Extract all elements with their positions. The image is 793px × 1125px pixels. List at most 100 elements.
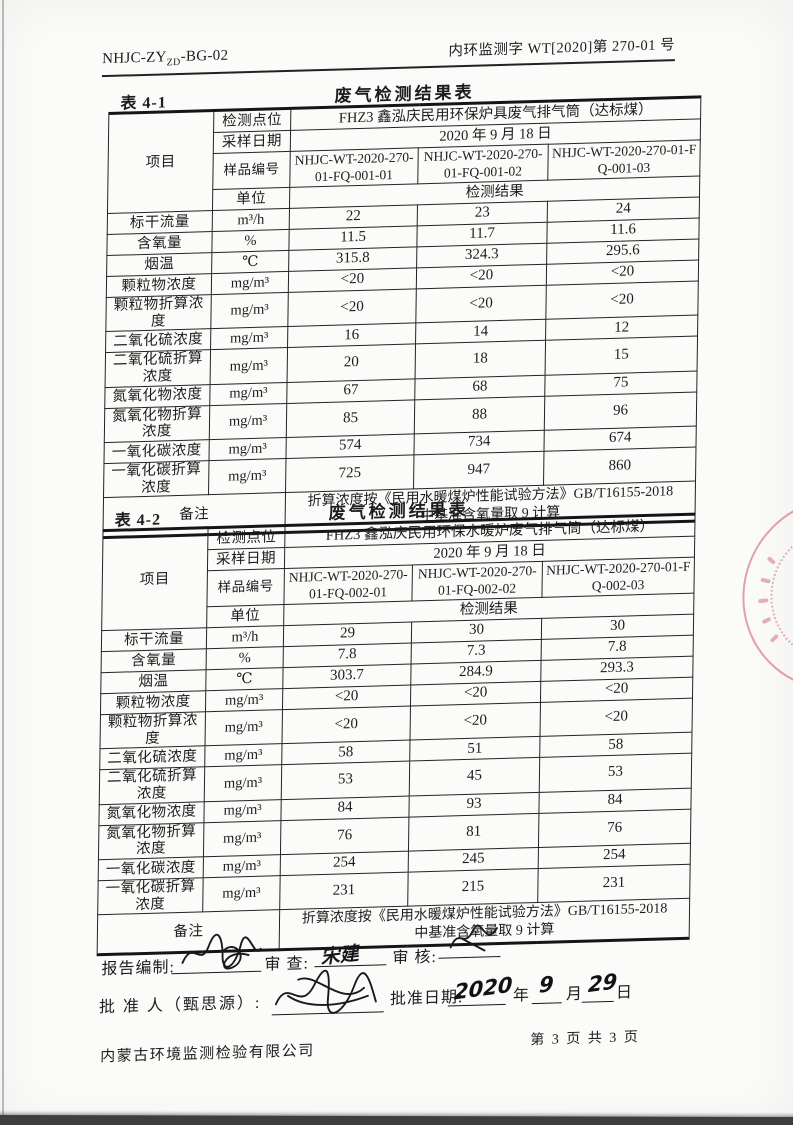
approver-label: 批 准 人（甄思源）: — [98, 994, 262, 1017]
param-name-cell: 二氧化硫浓度 — [105, 328, 211, 353]
unit-cell: mg/m³ — [205, 709, 283, 747]
approval-date-month-handwritten: 9 — [538, 971, 555, 998]
value-cell: 81 — [408, 813, 539, 852]
unit-cell: mg/m³ — [208, 437, 287, 461]
value-cell: 45 — [409, 757, 540, 796]
param-name-cell: 一氧化碳浓度 — [98, 856, 204, 881]
preparer-signature-line — [171, 970, 262, 975]
param-name-cell: 二氧化硫浓度 — [99, 746, 206, 771]
param-name-cell: 氮氧化物浓度 — [98, 801, 205, 826]
param-name-cell: 一氧化碳折算浓度 — [97, 877, 204, 916]
value-cell: 15 — [545, 336, 698, 375]
sample-label-cell: 样品编号 — [206, 568, 285, 607]
value-cell: 231 — [279, 872, 409, 911]
param-name-cell: 标干流量 — [107, 210, 213, 235]
company-name: 内蒙古环境监测检验有限公司 — [100, 1043, 315, 1066]
unit-cell: mg/m³ — [208, 458, 286, 496]
result-table-2: 项目 检测点位 FHZ3 鑫泓庆民用环保水暖炉废气排气筒（达标煤） 采样日期 2… — [96, 512, 696, 957]
unit-cell: % — [211, 229, 290, 253]
value-cell: 53 — [281, 761, 410, 800]
auditor-label: 审 核: — [392, 948, 438, 968]
param-name-cell: 含氧量 — [106, 231, 213, 256]
page-header: NHJC-ZYZD-BG-02 内环监测字 WT[2020]第 270-01 号 — [101, 33, 676, 78]
param-name-cell: 氮氧化物折算浓度 — [104, 405, 210, 443]
scan-left-edge — [2, 0, 4, 1125]
value-cell: 76 — [280, 816, 409, 855]
param-name-cell: 颗粒物浓度 — [100, 690, 206, 715]
document-number: 内环监测字 WT[2020]第 270-01 号 — [448, 37, 676, 60]
red-seal-partial — [741, 493, 793, 694]
approval-date-day-handwritten: 29 — [587, 969, 618, 998]
unit-cell: % — [206, 646, 284, 670]
param-name-cell: 颗粒物折算浓度 — [105, 294, 212, 332]
value-cell: 20 — [287, 344, 416, 383]
unit-cell: ℃ — [211, 250, 289, 274]
unit-cell: m³/h — [212, 208, 290, 232]
value-cell: 231 — [537, 864, 691, 903]
point-label-cell: 检测点位 — [213, 108, 291, 133]
preparer-signature — [181, 933, 262, 970]
param-name-cell: 含氧量 — [101, 648, 207, 673]
value-cell: 215 — [407, 868, 539, 907]
param-name-cell: 一氧化碳折算浓度 — [103, 460, 209, 498]
value-cell: 725 — [285, 454, 414, 493]
unit-cell: mg/m³ — [210, 292, 289, 329]
sample-code-cell: NHJC-WT-2020-270-01-FQ-002-03 — [541, 557, 695, 598]
param-name-cell: 一氧化碳浓度 — [103, 439, 210, 464]
red-seal-text-ring — [769, 522, 793, 665]
unit-cell: mg/m³ — [203, 854, 281, 878]
param-name-cell: 标干流量 — [101, 627, 207, 652]
page-indicator: 第 3 页 共 3 页 — [530, 1030, 640, 1049]
value-cell: 947 — [413, 451, 544, 490]
unit-label-cell: 单位 — [212, 187, 290, 211]
value-cell: 85 — [286, 399, 415, 438]
sample-code-cell: NHJC-WT-2020-270-01-FQ-001-01 — [289, 147, 419, 188]
param-name-cell: 氮氧化物浓度 — [104, 384, 211, 409]
date-year-line — [447, 1003, 506, 1007]
param-name-cell: 颗粒物折算浓度 — [100, 711, 206, 750]
unit-cell: mg/m³ — [211, 271, 289, 295]
result-table-1-block: 表 4-1 废气检测结果表 项目 检测点位 FHZ3 鑫泓庆民用环保炉具废气排气… — [102, 71, 702, 540]
value-cell: 860 — [543, 447, 697, 486]
sample-code-cell: NHJC-WT-2020-270-01-FQ-001-02 — [417, 144, 549, 184]
value-cell: 53 — [539, 753, 692, 793]
date-label-cell: 采样日期 — [207, 547, 285, 571]
unit-cell: mg/m³ — [204, 743, 283, 768]
auditor-signature — [449, 924, 498, 952]
value-cell: 18 — [415, 340, 546, 379]
document-code-subscript: ZD — [166, 56, 181, 69]
document-code: NHJC-ZYZD-BG-02 — [102, 47, 229, 69]
unit-cell: m³/h — [206, 625, 284, 649]
value-cell: <20 — [540, 698, 693, 737]
param-name-cell: 氮氧化物折算浓度 — [98, 822, 204, 860]
unit-cell: mg/m³ — [203, 799, 282, 823]
item-header-cell: 项目 — [101, 527, 209, 631]
day-char: 日 — [615, 984, 634, 1002]
year-char: 年 — [512, 987, 531, 1005]
unit-cell: mg/m³ — [210, 347, 288, 385]
param-name-cell: 烟温 — [106, 252, 212, 277]
result-table-2-block: 表 4-2 废气检测结果表 项目 检测点位 FHZ3 鑫泓庆民用环保水暖炉废气排… — [96, 489, 696, 957]
unit-cell: mg/m³ — [210, 326, 288, 350]
value-cell: 76 — [538, 808, 691, 848]
value-cell: 88 — [414, 395, 545, 434]
unit-cell: mg/m³ — [204, 764, 282, 802]
unit-label-cell: 单位 — [206, 604, 284, 628]
scan-bottom-edge — [0, 1114, 793, 1125]
sample-code-cell: NHJC-WT-2020-270-01-FQ-002-01 — [283, 564, 413, 605]
value-cell: <20 — [545, 280, 699, 320]
result-table-1: 项目 检测点位 FHZ3 鑫泓庆民用环保炉具废气排气筒（达标煤） 采样日期 20… — [102, 95, 702, 540]
value-cell: <20 — [410, 702, 541, 741]
value-cell: <20 — [415, 285, 547, 324]
param-name-cell: 颗粒物浓度 — [106, 273, 212, 298]
point-label-cell: 检测点位 — [207, 525, 286, 550]
item-header-cell: 项目 — [107, 110, 214, 214]
param-name-cell: 二氧化硫折算浓度 — [99, 767, 205, 805]
unit-cell: mg/m³ — [209, 403, 287, 440]
prepared-by-label: 报告编制: — [101, 959, 175, 979]
sample-label-cell: 样品编号 — [212, 151, 291, 190]
approver-signature — [274, 969, 377, 1014]
value-cell: <20 — [287, 288, 417, 327]
